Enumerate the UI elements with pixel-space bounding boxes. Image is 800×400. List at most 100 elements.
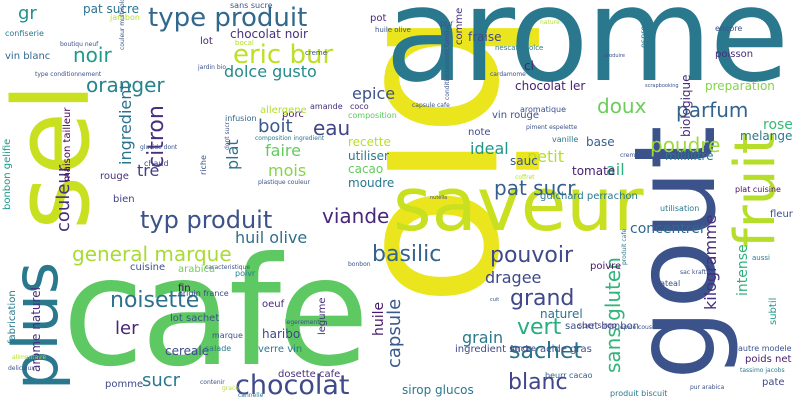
word-legume: legume: [317, 297, 328, 335]
word-chips-saveur: nutella: [430, 195, 448, 201]
word-acide-gras: acide gras: [540, 344, 592, 355]
word-beurr-cacao: beurr cacao: [545, 371, 593, 380]
word-conditionnement-familial: conditionnement familial: [444, 25, 451, 100]
word-base: base: [586, 135, 615, 149]
word-epice: epice: [352, 84, 396, 103]
word-blanc: blanc: [508, 370, 568, 395]
word-bien: bien: [113, 194, 135, 205]
word-sel: sel: [0, 82, 113, 230]
word-bocal: bocal: [235, 39, 254, 47]
word-pur: pur: [440, 19, 454, 28]
word-alimentaire: alimentaire: [12, 354, 47, 361]
word-grand: grand: [510, 286, 575, 311]
word-cardamome: cardamome: [490, 71, 526, 78]
word-utilisation: utilisation: [660, 204, 700, 213]
word-preparation: preparation: [705, 79, 775, 93]
word-bonbon: bonbon: [348, 261, 371, 268]
word-jelly-belly: scrapbooking: [645, 83, 679, 89]
word-marque: marque: [212, 331, 243, 340]
word-cereale: cereale: [165, 344, 210, 358]
word-jambon: jambon: [110, 13, 140, 22]
word-sucr-sirop: sucr sirop: [578, 321, 617, 330]
word-dragee: dragee: [485, 268, 542, 287]
word-ingredient-sucr: ingredient sucr: [455, 344, 531, 355]
word-moudre: moudre: [348, 176, 395, 190]
word-tomate: tomate: [572, 164, 616, 178]
word-saveur: saveur: [393, 162, 644, 248]
word-boit: boit: [258, 116, 293, 137]
word-eric-bur: eric bur: [233, 40, 334, 70]
word-vert: vert: [517, 315, 562, 340]
word-sachet-bonbon: sachet bonbon: [565, 321, 640, 332]
word-doux: doux: [597, 94, 647, 118]
word-cannelle: cannelle: [238, 392, 264, 399]
word-viande: viande: [322, 204, 390, 228]
word-legerement: legerement: [285, 319, 320, 326]
word-note: note: [468, 127, 491, 138]
word-aussi: aussi: [752, 254, 770, 262]
word-ail: ail: [606, 160, 625, 179]
word-noisette: noisette: [110, 288, 200, 313]
word-bonbon-gelifie: bonbon gelifie: [2, 138, 13, 210]
word-sans-gluten: sans gluten: [601, 257, 625, 373]
word-pouvoir: pouvoir: [490, 243, 574, 268]
word-tre: tre: [137, 161, 160, 180]
word-dolce-gusto: dolce gusto: [224, 62, 317, 81]
word-fondre: fondre: [510, 344, 536, 353]
word-origin-france: origin france: [178, 289, 229, 298]
word-fin: fin: [178, 283, 191, 294]
word-composition: composition: [348, 111, 397, 120]
word-lot-sachet: lot sachet: [170, 313, 220, 324]
word-biologique: biologique: [679, 74, 693, 137]
word-oeuf: oeuf: [262, 299, 285, 310]
word-rouge: rouge: [100, 171, 129, 182]
word-petit: petit: [527, 147, 564, 166]
word-creme: creme: [305, 49, 328, 57]
word-grace: grace: [222, 385, 239, 392]
word-vin-blanc: vin blanc: [5, 51, 51, 62]
word-ideal: ideal: [470, 139, 509, 158]
word-capsule-cafe: capsule cafe: [412, 102, 450, 109]
word-mois: mois: [268, 161, 307, 180]
word-parfum: parfum: [676, 98, 749, 122]
word-plastique-couleur: plastique couleur: [258, 179, 310, 186]
word-cl: cl: [524, 59, 534, 73]
word-huile: huile: [371, 301, 387, 336]
word-produit-cafe: produit cafe: [621, 228, 628, 265]
word-plat-cuisine: plat cuisine: [735, 185, 781, 194]
word-verre-vin: verre vin: [258, 344, 303, 355]
word-utiliser: utiliser: [348, 149, 389, 163]
word-delicieux: delicieux: [8, 365, 35, 372]
word-sans-sucre: sans sucre: [230, 1, 273, 10]
word-composition-ingredient: composition ingredient: [255, 135, 325, 142]
word-couleur-multicolore: couleur multicolore: [119, 0, 126, 50]
word-coco: coco: [350, 102, 369, 111]
word-vin-rouge: vin rouge: [492, 110, 540, 121]
word-type-conditionnement: type conditionnement: [35, 71, 102, 78]
word-gr: gr: [18, 3, 37, 24]
word-sirop-glucos: sirop glucos: [402, 383, 474, 397]
word-pot: pot: [370, 13, 387, 24]
word-recette: recette: [348, 135, 391, 149]
word-guichard-perrachon: guichard perrachon: [540, 191, 638, 202]
word-haribo: haribo: [262, 327, 301, 341]
word-rose: rose: [763, 117, 793, 133]
word-eau: eau: [313, 116, 351, 140]
word-crem: crem: [620, 152, 636, 159]
word-intense: intense: [735, 244, 751, 296]
word-poids-net: poids net: [745, 354, 792, 365]
word-chocolat: chocolat: [235, 370, 350, 400]
word-caracteristique: caracteristique: [205, 264, 251, 271]
word-pomme: pomme: [105, 379, 144, 390]
word-tassimo-jacobs: tassimo jacobs: [740, 367, 785, 374]
word-huil-olive: huil olive: [235, 228, 308, 247]
word-autre-modele: autre modele: [738, 344, 792, 353]
word-confiserie: confiserie: [5, 29, 44, 38]
word-epice-couscou: epice couscou: [620, 324, 663, 331]
word-poudre: poudre: [650, 133, 721, 157]
word-pat-sucre: pat sucre: [83, 2, 139, 16]
word-gateal: gateal: [655, 279, 681, 288]
word-infusion: infusion: [225, 114, 257, 123]
word-general-marque: general marque: [72, 242, 232, 266]
word-melange: melange: [740, 129, 793, 143]
